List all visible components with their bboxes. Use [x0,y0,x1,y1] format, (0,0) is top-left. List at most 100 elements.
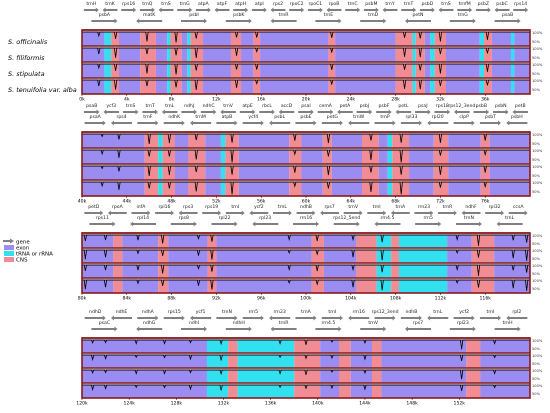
gene-arrow [110,120,133,126]
gene-arrow [326,7,342,13]
gene-arrow [216,120,238,126]
gene-label: rps14 [514,1,527,7]
gene-arrow [434,109,451,115]
gene-arrow [252,221,279,227]
x-tick-label: 104k [345,296,357,302]
gene-label: ndhJ [184,103,194,109]
gene-arrow [400,120,422,126]
gene-label: trnL [505,215,515,221]
track-top-gap [82,263,530,265]
gene-arrow [84,315,106,321]
gene-label: ndhB [405,309,417,315]
gene-label: atpI [255,1,264,7]
gene-label: ycf2 [459,309,469,315]
gene-arrow [427,120,449,126]
gene-label: rpl22 [219,215,231,221]
track-top-gap [82,338,530,340]
gene-arrow [181,326,207,332]
y-tick-label: 100% [532,79,543,83]
gene-arrow [405,326,431,332]
legend-label: tRNA or rRNA [16,252,53,258]
gene-arrow [137,120,159,126]
gene-label: rps7 [413,320,423,326]
gene-arrow [367,210,387,216]
gene-arrow [374,120,396,126]
alignment-panel: ndhD ndhE ndhA rps15 ycf1 trnN rrn5 rrn23 trnA tr… [76,309,543,407]
gene-arrow [454,109,470,115]
gene-arrow [272,210,292,216]
track-top-gap [82,368,530,370]
gene-label: rpoC2 [290,1,304,7]
y-tick-label: 50% [532,287,541,291]
legend-item-exon: exon [4,245,30,252]
gene-arrow [130,221,157,227]
track-top-gap [82,164,530,166]
gene-arrow [356,109,373,115]
gene-label: psaJ [418,103,427,109]
gene-label: psbI [189,12,199,18]
gene-arrow [307,7,323,13]
gene-label: rbcL [262,103,272,109]
gene-arrow [251,7,267,13]
x-tick-label: 56k [257,199,266,205]
gene-arrow [102,7,118,13]
gene-label: psbB [476,103,487,109]
gene-arrow [360,18,387,24]
gene-arrow-swatch [3,238,14,244]
x-tick-label: 52k [212,199,221,205]
gene-label: ycf2 [254,204,264,210]
x-tick-label: 40k [78,199,87,205]
y-tick-label: 100% [532,31,543,35]
gene-label: psbD [421,1,433,7]
gene-arrow [317,109,334,115]
gene-arrow [139,7,155,13]
gene-arrow [321,315,343,321]
gene-label: psaB [502,12,513,18]
species-labels: S. officinalis S. filiformis S. stipulat… [8,38,77,94]
trna-swatch [4,251,14,256]
y-tick-label: 50% [532,257,541,261]
x-tick-label: 44k [123,199,132,205]
x-tick-label: 112k [435,296,447,302]
gene-arrow [390,210,410,216]
gene-label: trnH [503,320,513,326]
gene-label: trnV [223,103,234,109]
gene-arrow [376,109,392,115]
gene-label: trnD [368,12,379,18]
gene-label: petB [515,103,526,109]
gene-label: rps3 [183,204,193,210]
gene-arrow [494,326,521,332]
gene-arrow [513,7,529,13]
gene-arrow [295,120,317,126]
gene-arrow [131,210,151,216]
gene-arrow [374,221,401,227]
gene-arrow [512,109,529,115]
gene-arrow [453,120,475,126]
x-tick-label: 108k [390,296,402,302]
gene-arrow [155,210,174,216]
gene-label: ycf3 [106,103,116,109]
gene-label: trnS [126,103,136,109]
alignment-panel: petD rpoA infA rpl16 rps3 rps19 trnI ycf2 trnL nd… [78,204,543,302]
gene-arrow [136,18,163,24]
gene-label: rrn16 [353,309,365,315]
gene-arrow [121,7,137,13]
gene-label: trnV [348,204,359,210]
gene-label: rps19 [205,204,218,210]
gene-arrow [427,315,449,321]
track-top-gap [82,30,530,32]
x-tick-label: 36k [481,97,490,103]
gene-arrow [321,120,343,126]
gene-label: ndhK [168,114,181,120]
gene-label: psbH [511,114,523,120]
gene-label: trnQ [142,1,153,7]
gene-arrow [382,7,398,13]
track-top-gap [82,78,530,80]
gene-label: atpF [217,1,228,7]
gene-arrow [163,120,185,126]
y-tick-label: 100% [532,165,543,169]
gene-arrow [438,210,457,216]
gene-arrow [360,326,387,332]
gene-label: trnfM [459,1,471,7]
gene-arrow [343,210,363,216]
